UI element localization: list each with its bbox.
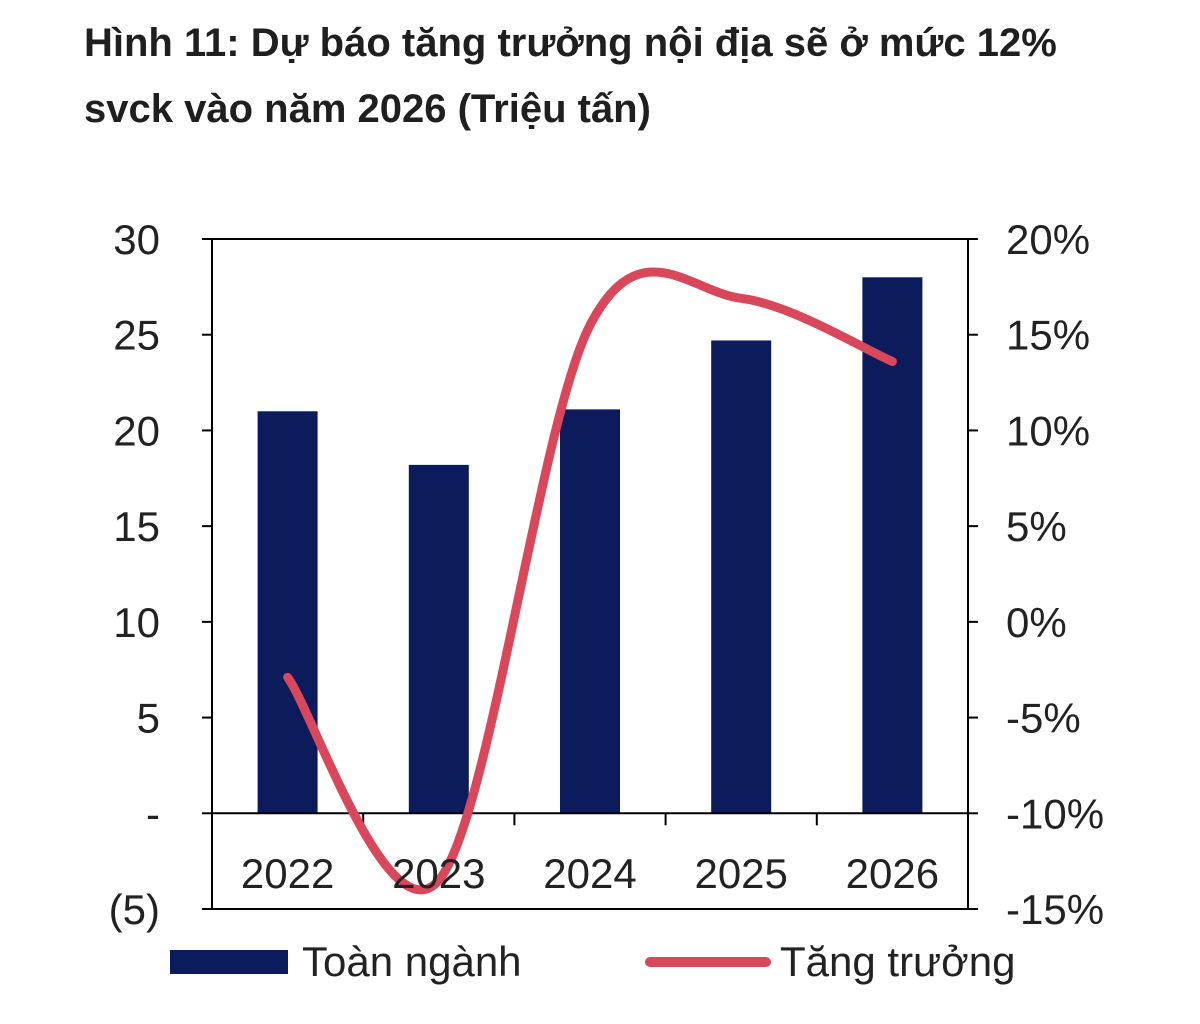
labels-layer: 30 25 20 15 10 5 - (5) 20% 15% 10% 5% 0% -5% -10% -15% 2… [109, 216, 1104, 933]
x-tick-label-2024: 2024 [543, 850, 636, 897]
bar-2024 [560, 409, 620, 814]
y-right-tick-label: -10% [1006, 790, 1104, 837]
x-tick-label-2023: 2023 [392, 850, 485, 897]
legend: Toàn ngành Tăng trưởng [170, 938, 1015, 985]
axes-layer [202, 238, 978, 910]
y-right-tick-label: -15% [1006, 886, 1104, 933]
x-tick-label-2022: 2022 [241, 850, 334, 897]
line-layer [283, 267, 897, 895]
bar-2022 [257, 411, 318, 814]
legend-bar-label: Toàn ngành [302, 938, 522, 985]
growth-line [283, 267, 897, 895]
y-right-tick-label: 20% [1006, 216, 1090, 263]
y-left-tick-label: 25 [113, 312, 160, 359]
y-left-tick-label: - [146, 790, 160, 837]
y-left-tick-label: 10 [113, 599, 160, 646]
y-right-tick-label: 0% [1006, 599, 1067, 646]
bar-2023 [408, 464, 469, 814]
x-tick-label-2026: 2026 [846, 850, 939, 897]
y-left-tick-label: 5 [137, 695, 160, 742]
y-right-tick-label: 15% [1006, 312, 1090, 359]
plot-frame [211, 238, 969, 910]
legend-line-label: Tăng trưởng [780, 938, 1015, 985]
bar-2026 [862, 277, 923, 814]
chart-title: Hình 11: Dự báo tăng trưởng nội địa sẽ ở… [84, 21, 1057, 131]
y-left-tick-label: 20 [113, 407, 160, 454]
y-right-tick-label: 5% [1006, 503, 1067, 550]
y-right-tick-label: -5% [1006, 695, 1081, 742]
bar-2025 [711, 340, 772, 814]
y-right-tick-label: 10% [1006, 407, 1090, 454]
y-left-tick-label: 15 [113, 503, 160, 550]
bars-layer [257, 277, 923, 814]
y-left-tick-label: 30 [113, 216, 160, 263]
x-tick-label-2025: 2025 [694, 850, 787, 897]
y-left-tick-label: (5) [109, 886, 160, 933]
legend-bar-swatch [170, 950, 288, 974]
